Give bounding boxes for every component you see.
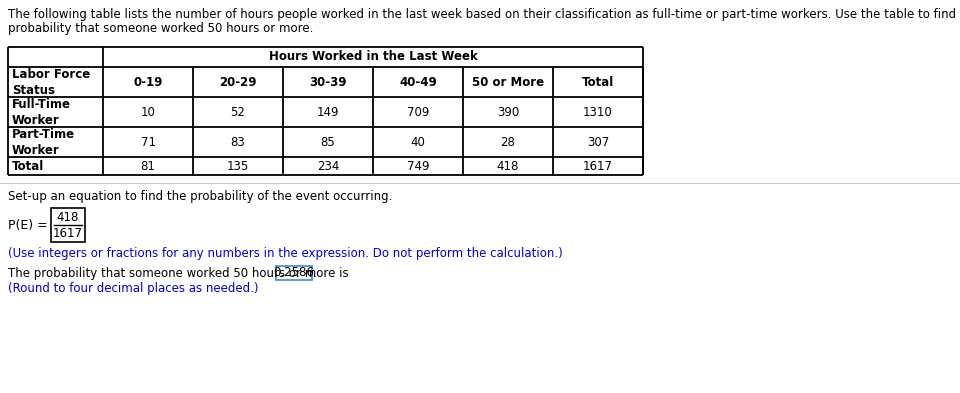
Text: 81: 81 <box>140 160 156 173</box>
Text: Hours Worked in the Last Week: Hours Worked in the Last Week <box>269 50 477 64</box>
Text: 85: 85 <box>321 136 335 149</box>
Text: The probability that someone worked 50 hours or more is: The probability that someone worked 50 h… <box>8 267 352 280</box>
Text: 234: 234 <box>317 160 339 173</box>
Text: 52: 52 <box>230 105 246 119</box>
Text: 83: 83 <box>230 136 246 149</box>
Text: 50 or More: 50 or More <box>472 75 544 88</box>
Text: 10: 10 <box>140 105 156 119</box>
Text: 135: 135 <box>227 160 250 173</box>
Text: Full-Time
Worker: Full-Time Worker <box>12 97 71 127</box>
Text: (Round to four decimal places as needed.): (Round to four decimal places as needed.… <box>8 282 258 295</box>
Text: 40-49: 40-49 <box>399 75 437 88</box>
Bar <box>51 208 85 242</box>
Text: 71: 71 <box>140 136 156 149</box>
Text: (Use integers or fractions for any numbers in the expression. Do not perform the: (Use integers or fractions for any numbe… <box>8 247 563 260</box>
Text: Total: Total <box>12 160 44 173</box>
Text: 1310: 1310 <box>583 105 612 119</box>
Text: 1617: 1617 <box>583 160 613 173</box>
Text: Labor Force
Status: Labor Force Status <box>12 68 90 97</box>
Bar <box>276 266 312 280</box>
Text: 0-19: 0-19 <box>133 75 162 88</box>
Text: Total: Total <box>582 75 614 88</box>
Text: 20-29: 20-29 <box>219 75 256 88</box>
Text: P(E) =: P(E) = <box>8 220 48 233</box>
Text: 307: 307 <box>587 136 610 149</box>
Text: The following table lists the number of hours people worked in the last week bas: The following table lists the number of … <box>8 8 960 21</box>
Text: 709: 709 <box>407 105 429 119</box>
Text: 390: 390 <box>497 105 519 119</box>
Text: 749: 749 <box>407 160 429 173</box>
Text: 0.2586: 0.2586 <box>274 266 314 279</box>
Text: Set-up an equation to find the probability of the event occurring.: Set-up an equation to find the probabili… <box>8 190 393 203</box>
Text: 418: 418 <box>497 160 519 173</box>
Text: 1617: 1617 <box>53 227 83 240</box>
Text: 30-39: 30-39 <box>309 75 347 88</box>
Text: 28: 28 <box>500 136 516 149</box>
Text: 40: 40 <box>411 136 425 149</box>
Text: probability that someone worked 50 hours or more.: probability that someone worked 50 hours… <box>8 22 313 35</box>
Text: 418: 418 <box>57 211 79 224</box>
Text: 149: 149 <box>317 105 339 119</box>
Text: .: . <box>313 267 317 280</box>
Text: Part-Time
Worker: Part-Time Worker <box>12 127 75 156</box>
